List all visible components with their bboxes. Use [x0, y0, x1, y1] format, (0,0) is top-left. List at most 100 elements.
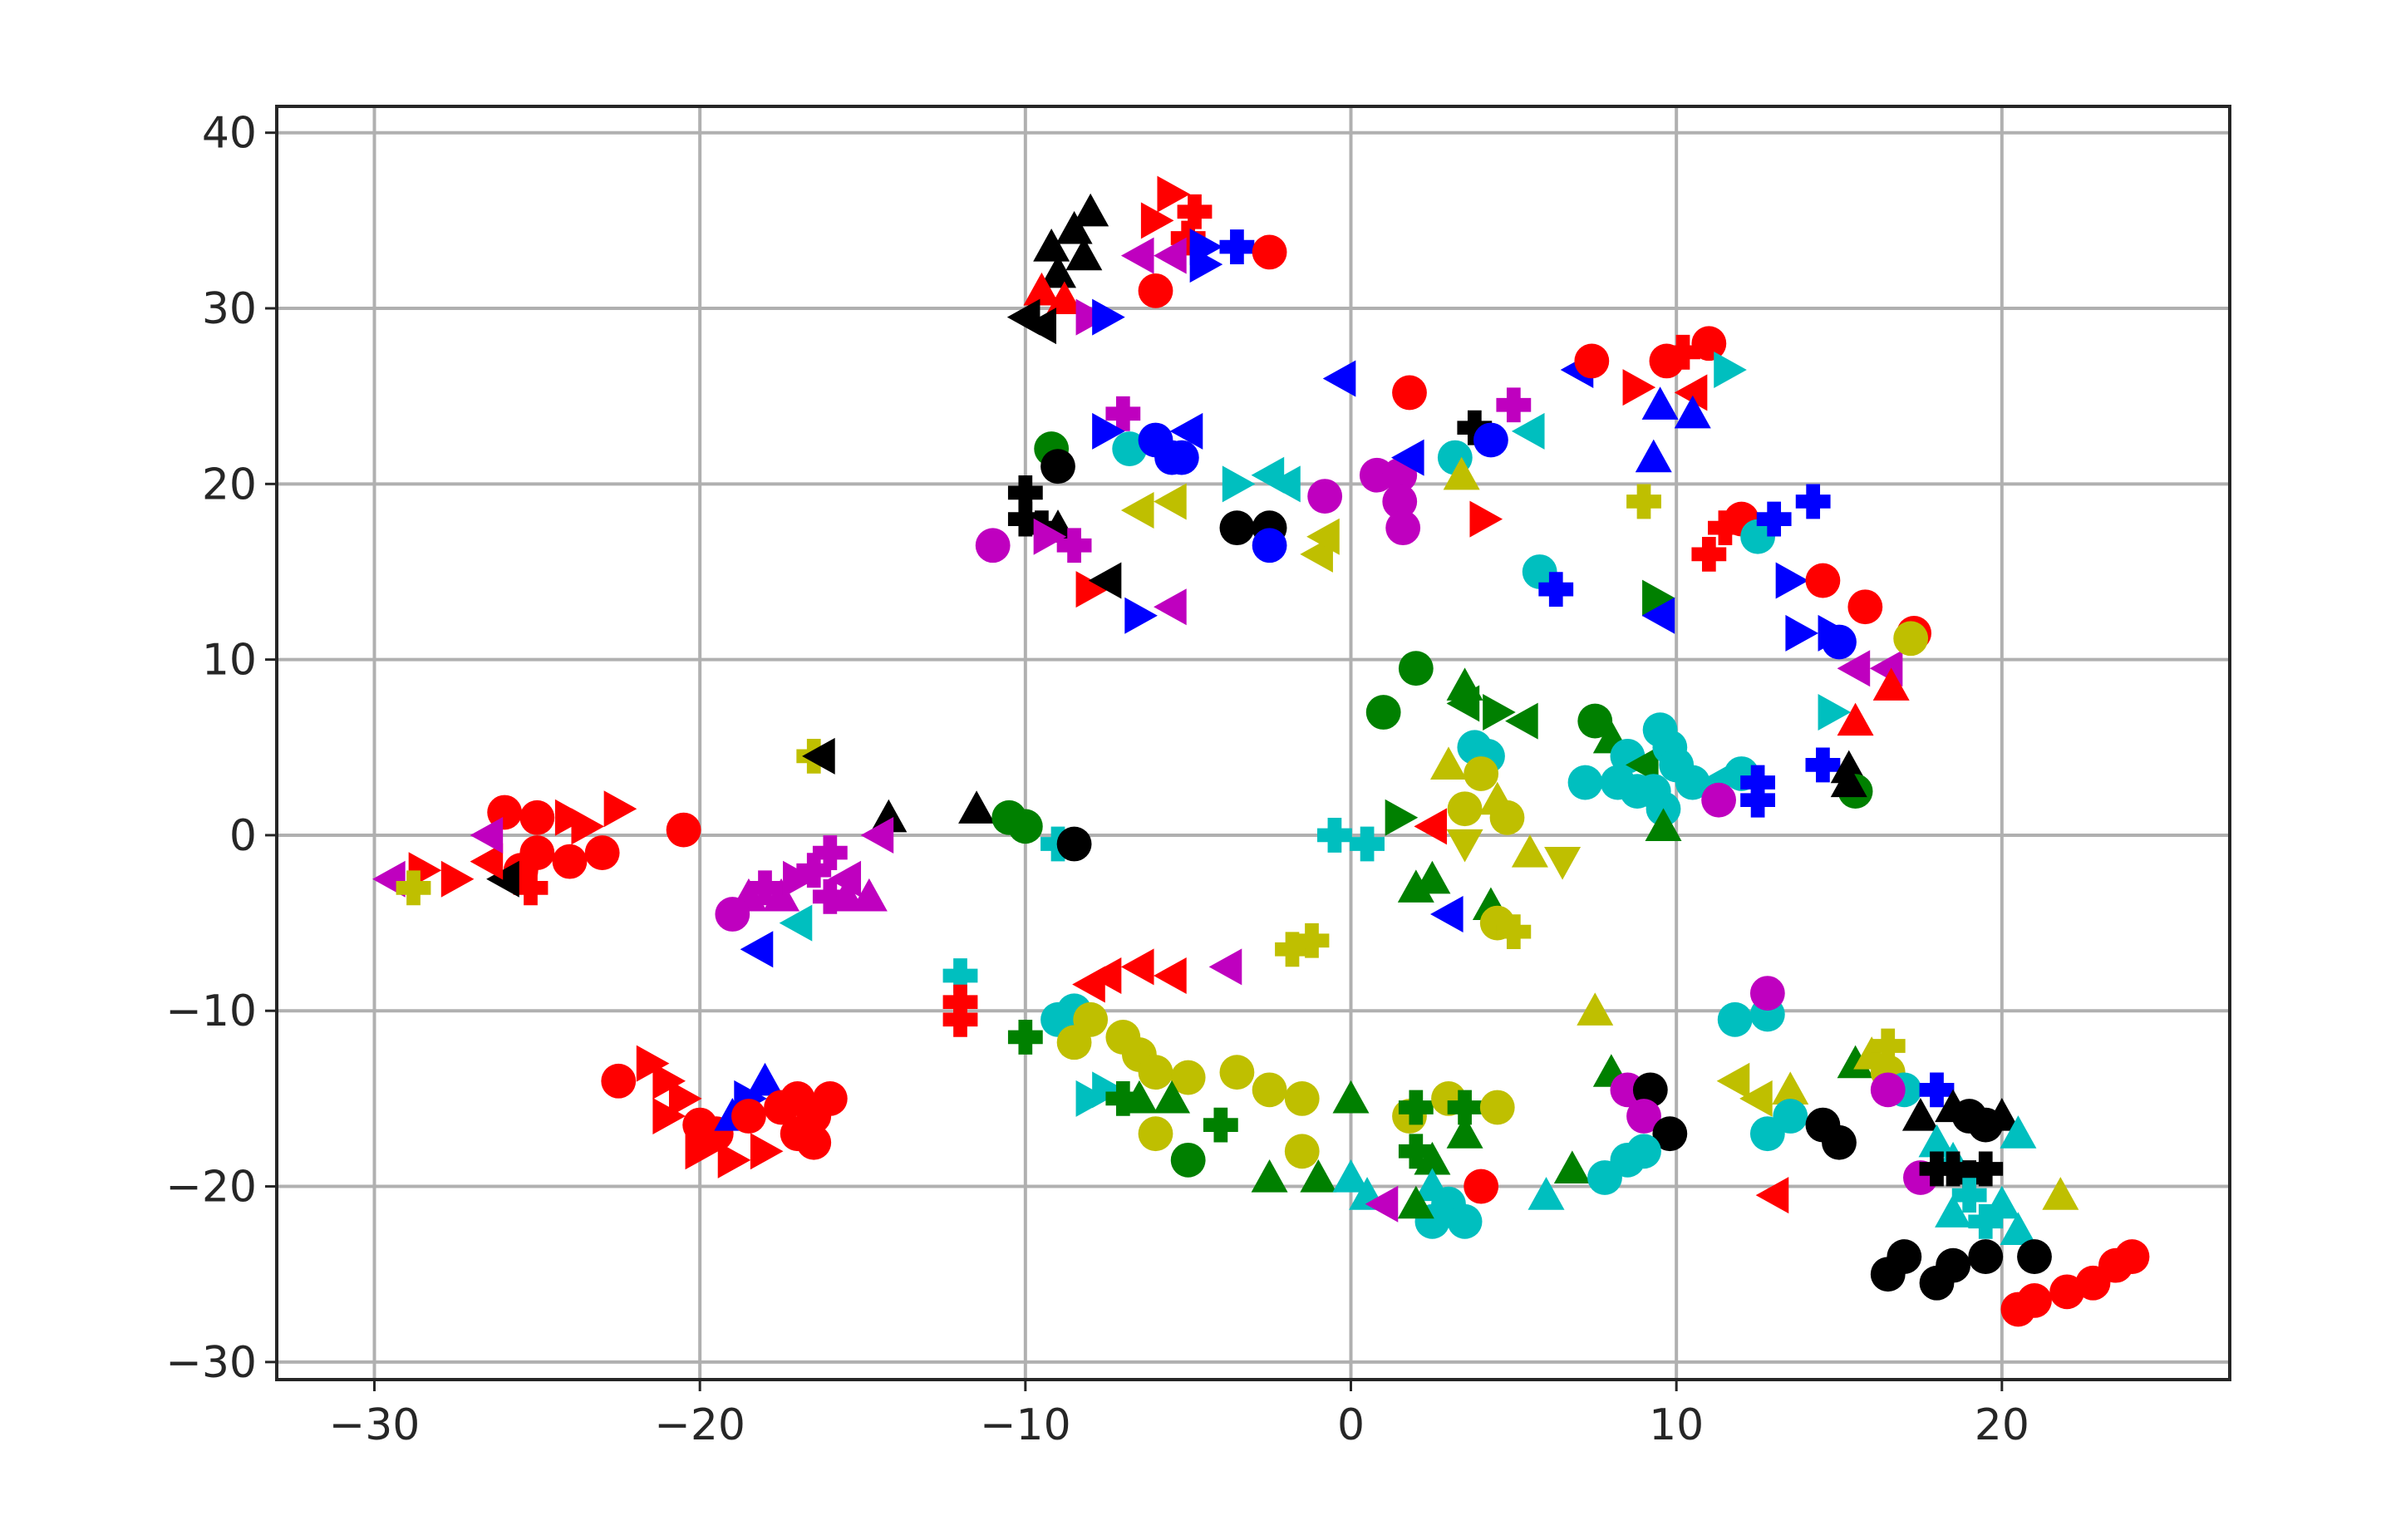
data-point-tri-left: [1120, 948, 1154, 986]
data-point-tri-up: [1641, 386, 1679, 420]
data-point-circle: [1574, 343, 1610, 379]
data-point-tri-left: [1154, 483, 1187, 520]
data-point-plus: [1740, 765, 1775, 800]
data-point-tri-right: [1642, 579, 1675, 617]
data-point-tri-left: [1267, 465, 1301, 503]
data-point-circle: [1847, 589, 1883, 625]
data-point-tri-up: [1872, 667, 1910, 701]
data-point-tri-left: [1154, 957, 1187, 994]
data-point-plus: [1968, 1151, 2004, 1187]
data-point-plus: [1626, 484, 1661, 519]
data-point-tri-up: [1023, 272, 1060, 306]
data-point-circle: [731, 1099, 766, 1134]
data-point-tri-right: [1092, 412, 1125, 450]
data-point-tri-right: [1140, 202, 1174, 239]
data-point-tri-right: [685, 1133, 719, 1170]
data-point-circle: [796, 1124, 832, 1160]
data-point-circle: [1870, 1257, 1906, 1292]
data-point-tri-up: [2042, 1177, 2079, 1210]
data-point-tri-left: [1755, 1177, 1789, 1214]
data-point-tri-right: [1714, 351, 1747, 388]
data-point-tri-up: [1154, 1080, 1191, 1114]
data-point-plus: [1496, 914, 1532, 950]
data-point-tri-left: [779, 904, 813, 942]
data-point-tri-up: [1443, 456, 1480, 490]
data-point-tri-up: [1397, 1185, 1434, 1219]
data-point-tri-left: [828, 860, 862, 898]
data-point-plus: [942, 1001, 978, 1037]
data-point-tri-left: [1626, 746, 1659, 784]
data-point-circle: [1749, 976, 1785, 1011]
data-point-circle: [1170, 1060, 1206, 1095]
data-point-plus: [1170, 220, 1206, 256]
data-point-tri-left: [1641, 597, 1675, 634]
x-tick-label: 0: [1337, 1400, 1365, 1450]
data-point-circle: [601, 1063, 637, 1099]
data-point-tri-left: [1505, 702, 1538, 740]
data-point-plus: [942, 984, 978, 1020]
data-point-plus: [1294, 923, 1330, 958]
data-point-circle: [1691, 326, 1727, 362]
data-point-tri-up: [1645, 808, 1682, 841]
data-point-plus: [1105, 396, 1141, 431]
data-point-circle: [584, 835, 620, 870]
data-point-circle: [1675, 765, 1710, 800]
data-point-tri-left: [470, 816, 504, 854]
data-point-plus: [1007, 475, 1043, 510]
data-point-tri-up: [1414, 1141, 1451, 1175]
data-point-tri-left: [1120, 492, 1154, 529]
data-point-circle: [1007, 809, 1043, 844]
data-point-tri-up: [1055, 210, 1093, 244]
data-point-circle: [1740, 519, 1775, 554]
data-point-tri-right: [1818, 694, 1852, 731]
data-point-tri-right: [571, 808, 605, 845]
data-point-circle: [1219, 1055, 1255, 1090]
data-point-tri-right: [1189, 246, 1223, 283]
data-point-tri-right: [1092, 1071, 1125, 1109]
data-point-circle: [2017, 1283, 2052, 1318]
data-point-tri-up: [1511, 834, 1548, 868]
data-point-circle: [1138, 1055, 1173, 1090]
data-point-plus: [1007, 1020, 1043, 1055]
data-point-circle: [1717, 1001, 1753, 1037]
data-point-circle: [1701, 782, 1736, 818]
data-point-tri-right: [1075, 571, 1109, 608]
data-point-tri-left: [1154, 237, 1187, 274]
data-point-tri-left: [1208, 948, 1242, 986]
data-point-tri-up: [1414, 860, 1451, 894]
data-point-tri-left: [740, 931, 774, 968]
data-point-plus: [1919, 1072, 1955, 1108]
data-point-plus: [1105, 1081, 1141, 1116]
x-tick-label: −10: [980, 1400, 1071, 1450]
data-point-circle: [1489, 800, 1525, 835]
data-point-plus: [1538, 572, 1574, 608]
data-point-tri-up: [1446, 1115, 1483, 1149]
y-tick-label: 10: [202, 636, 257, 686]
data-point-tri-right: [1385, 799, 1419, 836]
data-point-circle: [1968, 1239, 2004, 1274]
data-point-tri-up: [763, 878, 800, 912]
data-points: [372, 175, 2150, 1327]
y-tick-label: 20: [202, 460, 257, 509]
data-point-plus: [1951, 1160, 1987, 1195]
data-point-tri-left: [1088, 957, 1122, 994]
y-tick-label: −30: [165, 1338, 257, 1388]
data-point-circle: [1805, 563, 1841, 598]
data-point-tri-right: [1622, 369, 1656, 406]
data-point-circle: [552, 844, 588, 879]
data-point-tri-up: [1837, 1045, 1874, 1079]
data-point-plus: [1056, 528, 1092, 563]
data-point-tri-up: [850, 878, 888, 912]
data-point-tri-up: [1837, 702, 1874, 736]
data-point-circle: [1138, 273, 1173, 308]
data-point-plus: [1870, 1028, 1906, 1064]
data-point-tri-up: [1332, 1080, 1370, 1114]
data-point-plus: [1317, 818, 1352, 853]
data-point-plus: [812, 835, 848, 870]
data-point-tri-up: [1332, 1159, 1370, 1193]
data-point-tri-up: [2000, 1115, 2037, 1149]
data-point-tri-left: [1154, 588, 1187, 626]
data-point-tri-right: [1785, 614, 1818, 652]
data-point-tri-right: [652, 1098, 686, 1135]
data-point-tri-up: [1983, 1185, 2020, 1219]
